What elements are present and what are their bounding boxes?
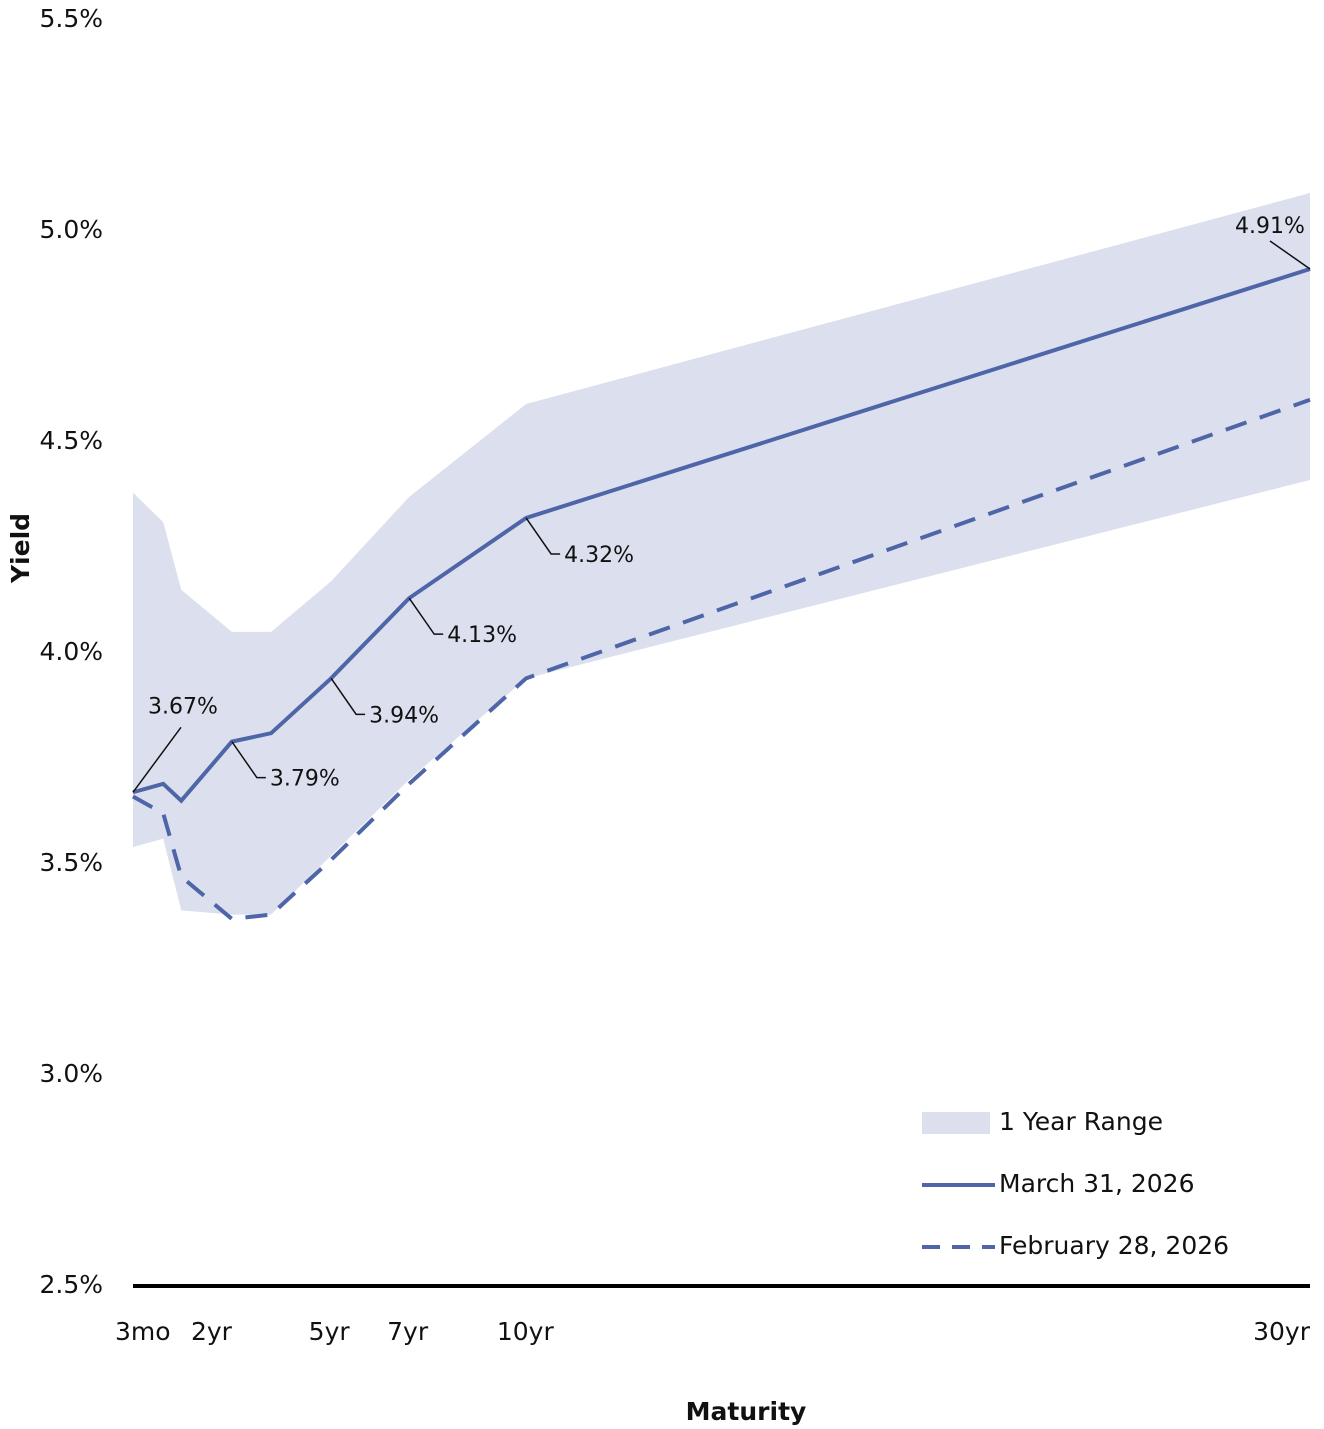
legend-label: March 31, 2026 [999,1169,1194,1198]
y-axis-title: Yield [6,513,35,584]
legend-swatch [922,1112,990,1134]
data-label: 3.94% [369,703,439,728]
label-leader [1269,240,1311,270]
x-tick-label: 30yr [1253,1317,1311,1346]
legend-label: February 28, 2026 [999,1231,1229,1260]
label-leader [525,517,561,555]
label-leader [231,741,266,779]
x-tick-label: 7yr [387,1317,429,1346]
series-line [132,397,1311,921]
data-label: 4.13% [447,623,517,648]
x-tick-label: 5yr [309,1317,351,1346]
range-band [133,193,1310,915]
data-label: 4.32% [564,543,634,568]
y-tick-label: 2.5% [39,1270,103,1299]
x-tick-label: 10yr [497,1317,555,1346]
y-tick-label: 5.5% [39,4,103,33]
series-line [132,267,1311,804]
y-tick-label: 3.0% [39,1059,103,1088]
legend-label: 1 Year Range [999,1107,1163,1136]
data-label: 3.67% [148,694,218,719]
x-tick-label: 2yr [191,1317,233,1346]
label-leader [408,597,444,635]
y-tick-label: 4.5% [39,426,103,455]
data-label: 4.91% [1235,214,1305,239]
label-leader [330,677,366,716]
x-tick-label: 3mo [115,1317,171,1346]
x-axis-title: Maturity [686,1397,807,1426]
y-tick-label: 3.5% [39,848,103,877]
y-tick-label: 4.0% [39,637,103,666]
label-leader [132,726,182,793]
y-tick-label: 5.0% [39,215,103,244]
data-label: 3.79% [270,767,340,792]
